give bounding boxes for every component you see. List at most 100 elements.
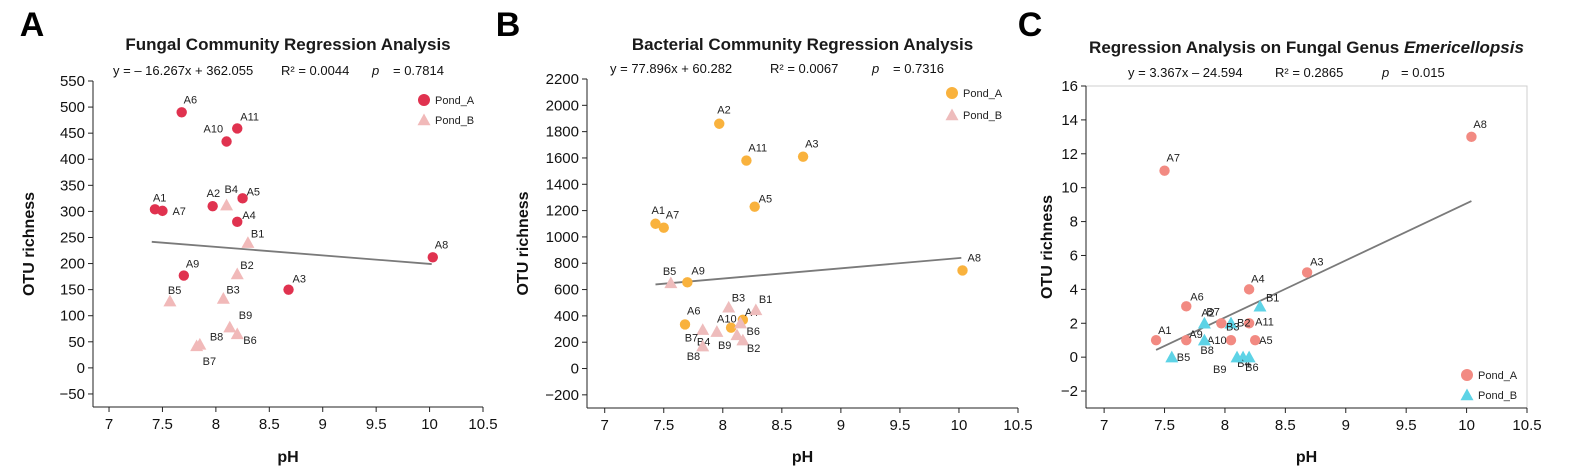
- y-tick-label: 14: [1061, 112, 1078, 129]
- point-label: B8: [1200, 345, 1213, 357]
- data-point-b4: [220, 198, 234, 211]
- data-point-a10: [1225, 335, 1237, 346]
- data-point-a11: [741, 155, 752, 166]
- plot-frame: [1085, 85, 1528, 409]
- point-label: A8: [968, 252, 981, 264]
- data-point-a7: [157, 205, 168, 217]
- data-point-b5: [1165, 350, 1179, 363]
- panel-b: B Bacterial Community Regression Analysis…: [496, 6, 1033, 466]
- y-tick-label: 1600: [546, 150, 579, 167]
- y-tick-label: 16: [1061, 78, 1078, 95]
- point-label: B3: [1226, 321, 1239, 333]
- legend-label: Pond_A: [1478, 370, 1518, 382]
- x-tick-label: 8.5: [259, 416, 280, 433]
- legend-label: Pond_B: [435, 115, 474, 127]
- point-label: B3: [226, 285, 239, 297]
- r-squared: R² = 0.2865: [1275, 65, 1343, 80]
- data-point-b6: [1242, 350, 1256, 363]
- p-value: = 0.7814: [393, 63, 444, 78]
- y-tick-label: 450: [60, 125, 85, 142]
- point-label: A6: [687, 305, 700, 317]
- data-point-a1: [650, 218, 661, 229]
- y-tick-label: 350: [60, 177, 85, 194]
- point-label: A2: [207, 188, 220, 200]
- data-point-b9: [730, 328, 744, 341]
- x-tick-label: 10: [951, 417, 968, 434]
- point-label: B2: [747, 343, 760, 355]
- x-tick-label: 7.5: [653, 417, 674, 434]
- legend-marker: [417, 113, 431, 126]
- x-tick-label: 10.5: [468, 416, 497, 433]
- y-tick-label: 600: [554, 282, 579, 299]
- data-point-a11: [232, 123, 243, 134]
- legend: Pond_A Pond_B: [945, 87, 1003, 122]
- x-tick-label: 8: [1221, 417, 1229, 434]
- x-axis-label: pH: [277, 449, 298, 466]
- point-label: B4: [225, 184, 238, 196]
- data-point-a10: [725, 322, 737, 333]
- legend: Pond_A Pond_B: [1460, 369, 1518, 402]
- data-point-a9: [178, 270, 190, 281]
- point-label: B9: [239, 310, 252, 322]
- data-point-a7: [658, 222, 669, 233]
- point-label: B7: [203, 356, 216, 368]
- y-axis-label: OTU richness: [515, 191, 532, 295]
- point-label: A9: [691, 265, 704, 277]
- point-label: A1: [153, 192, 166, 204]
- y-tick-label: 2200: [546, 71, 579, 88]
- y-tick-label: 100: [60, 308, 85, 325]
- regression-equation: y = – 16.267x + 362.055: [113, 63, 253, 78]
- chart-title: Bacterial Community Regression Analysis: [632, 35, 973, 54]
- point-label: B8: [210, 331, 223, 343]
- legend-label: Pond_B: [1478, 390, 1517, 402]
- data-point-a5: [1249, 335, 1261, 346]
- data-point-b1: [749, 303, 763, 316]
- data-point-b6: [230, 327, 244, 340]
- x-tick-label: 8: [212, 416, 220, 433]
- x-tick-label: 10: [1458, 417, 1475, 434]
- x-tick-label: 9.5: [1396, 417, 1417, 434]
- legend: Pond_A Pond_B: [417, 94, 475, 127]
- point-label: A6: [184, 94, 197, 106]
- legend-marker: [945, 108, 959, 121]
- data-point-a7: [1159, 165, 1170, 176]
- point-label: A1: [1158, 325, 1171, 337]
- x-tick-label: 9.5: [366, 416, 387, 433]
- y-tick-label: 250: [60, 229, 85, 246]
- y-tick-label: 1200: [546, 203, 579, 220]
- y-tick-label: 2000: [546, 97, 579, 114]
- point-label: A2: [717, 105, 730, 117]
- p-symbol: p: [871, 61, 879, 76]
- point-label: A3: [1310, 256, 1323, 268]
- data-point-a5: [749, 201, 760, 212]
- data-point-b7: [696, 323, 710, 335]
- point-label: A7: [1167, 153, 1180, 165]
- data-point-a3: [1301, 267, 1313, 278]
- chart-title: Fungal Community Regression Analysis: [125, 35, 450, 54]
- point-label: B7: [1206, 306, 1219, 318]
- y-tick-label: −2: [1061, 383, 1078, 400]
- data-point-b8: [193, 337, 207, 350]
- data-point-a11: [1243, 318, 1255, 329]
- point-label: B5: [663, 266, 676, 278]
- data-point-a8: [427, 252, 438, 263]
- y-tick-label: 400: [60, 151, 85, 168]
- y-axis-label: OTU richness: [21, 192, 38, 296]
- point-label: A8: [1473, 119, 1486, 131]
- legend-marker: [1461, 369, 1473, 381]
- point-label: A6: [1190, 291, 1203, 303]
- y-tick-label: 50: [68, 334, 85, 351]
- point-label: B2: [240, 260, 253, 272]
- y-tick-label: 0: [571, 361, 579, 378]
- y-tick-label: 8: [1070, 214, 1078, 231]
- legend-label: Pond_A: [963, 88, 1003, 100]
- data-point-b9: [223, 320, 237, 333]
- p-value: = 0.7316: [893, 61, 944, 76]
- point-label: A7: [666, 210, 679, 222]
- legend-label: Pond_B: [963, 110, 1002, 122]
- point-label: B5: [168, 285, 181, 297]
- data-point-a3: [283, 284, 294, 295]
- point-label: A10: [1207, 335, 1227, 347]
